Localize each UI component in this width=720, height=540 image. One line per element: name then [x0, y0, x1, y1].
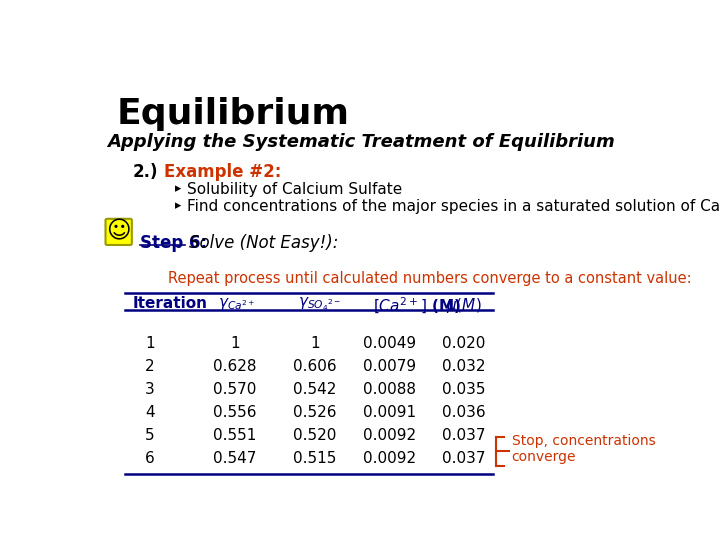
Text: 2.): 2.): [132, 164, 158, 181]
Text: 0.035: 0.035: [442, 382, 485, 397]
Text: 0.515: 0.515: [293, 451, 336, 467]
Text: 0.520: 0.520: [293, 428, 336, 443]
Text: Repeat process until calculated numbers converge to a constant value:: Repeat process until calculated numbers …: [168, 271, 691, 286]
Text: 4: 4: [145, 405, 155, 420]
Text: Iteration: Iteration: [132, 296, 207, 311]
Text: 0.0088: 0.0088: [364, 382, 416, 397]
Text: Example #2:: Example #2:: [163, 164, 281, 181]
Text: 0.032: 0.032: [442, 359, 485, 374]
Text: Solubility of Calcium Sulfate: Solubility of Calcium Sulfate: [187, 182, 402, 197]
Text: $\gamma_{SO_4{}^{2-}}$: $\gamma_{SO_4{}^{2-}}$: [297, 296, 341, 313]
Text: 0.526: 0.526: [293, 405, 336, 420]
Text: ☺: ☺: [107, 220, 131, 244]
Text: 0.606: 0.606: [293, 359, 336, 374]
Text: Applying the Systematic Treatment of Equilibrium: Applying the Systematic Treatment of Equ…: [107, 132, 615, 151]
Text: 5: 5: [145, 428, 155, 443]
Text: 0.037: 0.037: [442, 451, 485, 467]
Text: ▸: ▸: [175, 199, 181, 212]
Text: 0.036: 0.036: [442, 405, 485, 420]
Text: 0.0079: 0.0079: [364, 359, 416, 374]
Text: 0.628: 0.628: [213, 359, 256, 374]
Text: Solve (Not Easy!):: Solve (Not Easy!):: [189, 234, 338, 252]
Text: 0.0092: 0.0092: [364, 428, 416, 443]
Text: 1: 1: [310, 336, 320, 351]
Text: 6: 6: [145, 451, 155, 467]
Text: Stop, concentrations
converge: Stop, concentrations converge: [512, 434, 655, 464]
Text: 0.0049: 0.0049: [364, 336, 416, 351]
Text: Step 6:: Step 6:: [140, 234, 207, 252]
Text: 0.542: 0.542: [293, 382, 336, 397]
Text: 0.037: 0.037: [442, 428, 485, 443]
Text: $[Ca^{2+}]$ (M): $[Ca^{2+}]$ (M): [373, 296, 461, 316]
Text: 0.0092: 0.0092: [364, 451, 416, 467]
Text: Equilibrium: Equilibrium: [117, 97, 350, 131]
Text: 1: 1: [145, 336, 155, 351]
Text: ▸: ▸: [175, 182, 181, 195]
Text: 0.547: 0.547: [213, 451, 256, 467]
FancyBboxPatch shape: [106, 219, 132, 245]
Text: $\gamma_{Ca^{2+}}$: $\gamma_{Ca^{2+}}$: [218, 296, 255, 312]
Text: 0.570: 0.570: [213, 382, 256, 397]
Text: 0.0091: 0.0091: [364, 405, 416, 420]
Text: 0.020: 0.020: [442, 336, 485, 351]
Text: 1: 1: [230, 336, 240, 351]
Text: 0.551: 0.551: [213, 428, 256, 443]
Text: $\mu(M)$: $\mu(M)$: [446, 296, 482, 315]
Text: 2: 2: [145, 359, 155, 374]
Text: Find concentrations of the major species in a saturated solution of CaSO₄: Find concentrations of the major species…: [187, 199, 720, 214]
Text: 0.556: 0.556: [213, 405, 256, 420]
Text: 3: 3: [145, 382, 155, 397]
